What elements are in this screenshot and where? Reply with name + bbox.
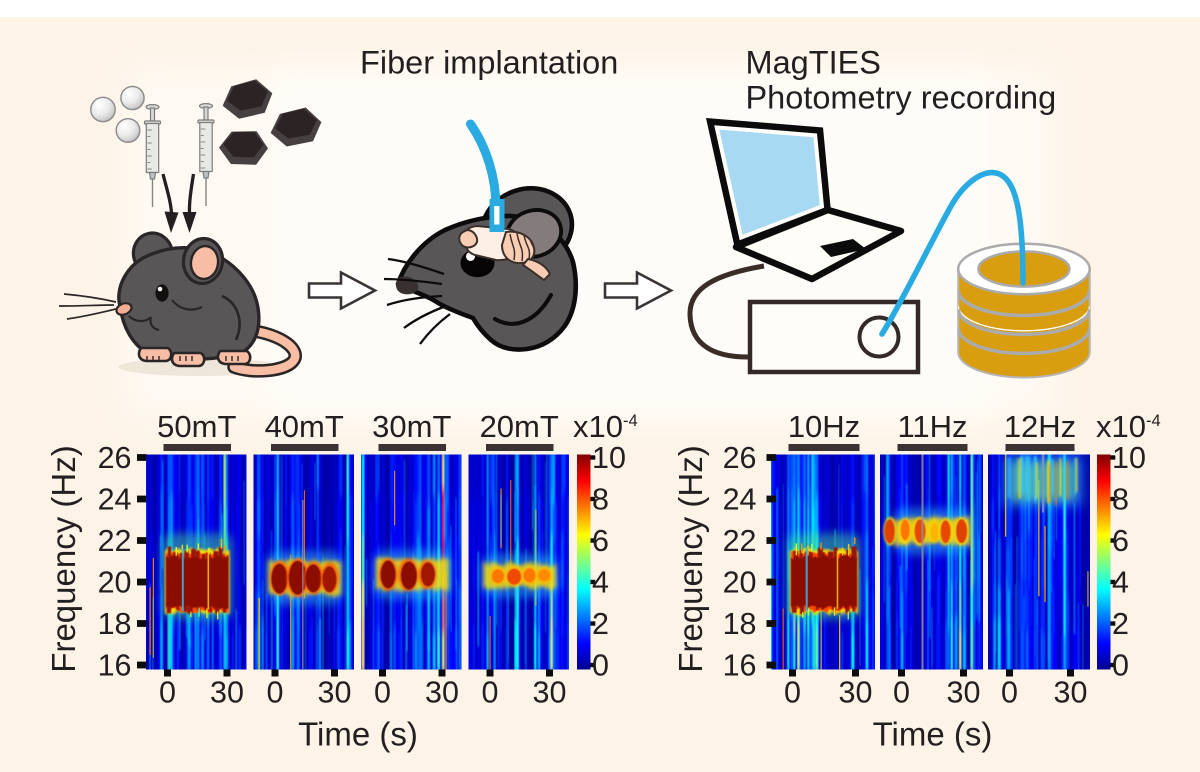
svg-text:30: 30 xyxy=(1054,676,1088,710)
svg-text:0: 0 xyxy=(893,676,910,710)
svg-text:50mT: 50mT xyxy=(157,409,236,444)
svg-text:30: 30 xyxy=(318,676,352,710)
svg-text:0: 0 xyxy=(482,676,499,710)
svg-text:6: 6 xyxy=(592,524,609,558)
svg-text:10: 10 xyxy=(1112,441,1146,475)
svg-text:10: 10 xyxy=(592,441,626,475)
svg-text:22: 22 xyxy=(98,524,132,558)
svg-text:Fiber implantation: Fiber implantation xyxy=(360,45,618,81)
svg-text:0: 0 xyxy=(374,676,391,710)
svg-text:12Hz: 12Hz xyxy=(1004,409,1076,444)
svg-text:26: 26 xyxy=(723,441,757,475)
svg-text:0: 0 xyxy=(1112,649,1129,683)
svg-text:30: 30 xyxy=(425,676,459,710)
svg-text:Time (s): Time (s) xyxy=(873,716,993,753)
svg-text:20: 20 xyxy=(723,566,757,600)
svg-text:30: 30 xyxy=(839,676,873,710)
svg-text:0: 0 xyxy=(159,676,176,710)
svg-text:Frequency (Hz): Frequency (Hz) xyxy=(672,445,709,672)
svg-text:30: 30 xyxy=(947,676,981,710)
svg-text:Time (s): Time (s) xyxy=(298,716,418,753)
svg-text:18: 18 xyxy=(98,607,132,641)
svg-text:2: 2 xyxy=(1112,607,1129,641)
svg-text:2: 2 xyxy=(592,607,609,641)
svg-text:30: 30 xyxy=(210,676,244,710)
svg-text:8: 8 xyxy=(1112,483,1129,517)
svg-text:20mT: 20mT xyxy=(480,409,559,444)
svg-text:16: 16 xyxy=(723,649,757,683)
svg-text:0: 0 xyxy=(592,649,609,683)
svg-text:24: 24 xyxy=(98,483,132,517)
svg-text:Photometry recording: Photometry recording xyxy=(746,80,1057,116)
svg-text:22: 22 xyxy=(723,524,757,558)
svg-text:Frequency (Hz): Frequency (Hz) xyxy=(45,445,82,672)
svg-text:30mT: 30mT xyxy=(372,409,451,444)
svg-text:0: 0 xyxy=(1001,676,1018,710)
svg-text:40mT: 40mT xyxy=(265,409,344,444)
svg-text:18: 18 xyxy=(723,607,757,641)
svg-text:11Hz: 11Hz xyxy=(897,409,967,444)
svg-text:20: 20 xyxy=(98,566,132,600)
svg-text:0: 0 xyxy=(784,676,801,710)
svg-text:MagTIES: MagTIES xyxy=(746,45,881,81)
svg-text:10Hz: 10Hz xyxy=(788,409,860,444)
svg-text:16: 16 xyxy=(98,649,132,683)
svg-text:0: 0 xyxy=(267,676,284,710)
svg-text:4: 4 xyxy=(1112,566,1129,600)
svg-text:6: 6 xyxy=(1112,524,1129,558)
svg-text:26: 26 xyxy=(98,441,132,475)
svg-text:8: 8 xyxy=(592,483,609,517)
svg-text:4: 4 xyxy=(592,566,609,600)
svg-text:24: 24 xyxy=(723,483,757,517)
svg-text:30: 30 xyxy=(533,676,567,710)
